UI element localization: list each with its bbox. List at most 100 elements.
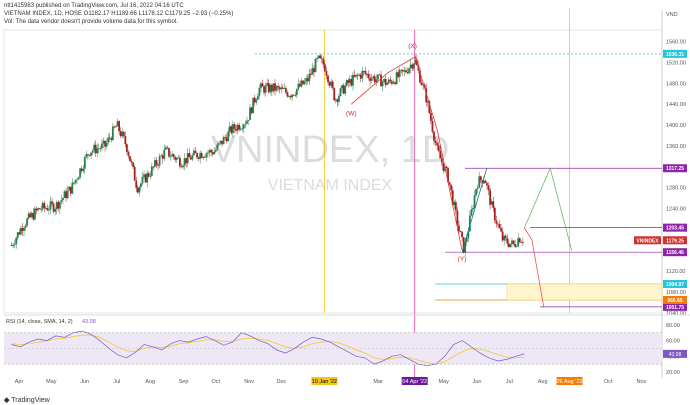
price-badge [663,236,687,245]
candle-body [236,124,239,131]
candle-body [34,208,36,220]
candle-body [135,180,138,188]
candle-body [138,186,141,193]
tradingview-icon: ◆ [4,397,10,404]
candle-body [456,210,459,226]
candle-body [286,92,289,97]
x-tick-label: Jul [506,379,513,385]
price-badge [663,223,687,232]
candle-body [517,238,520,247]
candle-body [157,165,159,166]
candle-body [177,157,180,159]
candle-body [122,131,125,137]
candle-body [297,83,300,89]
candle-body [150,166,153,176]
rsi-line [11,330,525,367]
projection-up [524,167,573,251]
candle-body [487,185,490,191]
candle-body [408,68,410,74]
candle-body [464,241,467,253]
candle-body [160,155,163,157]
candle-body [261,83,264,87]
candle-body [183,158,186,166]
candle-body [515,246,518,248]
candle-body [253,97,256,103]
price-badge-label: 1179.25 [666,238,684,244]
candle-body [482,180,485,184]
candle-body [174,156,177,160]
candle-body [40,209,43,210]
candle-body [264,85,267,93]
x-tick-label: Oct [604,379,613,385]
brand-label: TradingView [11,397,50,404]
y-tick-label: 1120.00 [666,269,685,275]
price-badge-label: 1156.46 [666,250,684,256]
candle-body [272,83,275,92]
y-tick-label: 1240.00 [666,207,686,213]
y-tick-label: 1480.00 [666,81,686,87]
candle-body [473,195,476,209]
candle-body [133,166,136,181]
candle-body [207,152,209,154]
candle-body [244,123,247,125]
candle-body [110,138,113,141]
candle-body [252,97,255,114]
candle-body [227,131,230,142]
candle-body [350,79,353,86]
candle-body [356,74,359,76]
candle-body [381,81,384,87]
candle-body [303,81,306,85]
price-badge [663,280,687,288]
candle-body [370,78,373,81]
candle-body [228,126,231,132]
candle-body [434,140,437,144]
candle-body [48,209,50,211]
rsi-y-tick: 60.00 [666,339,680,345]
candle-body [44,207,47,209]
candle-body [68,186,71,191]
candle-body [175,157,178,160]
candle-body [224,137,227,138]
candle-body [334,99,337,101]
candle-body [400,69,403,71]
candle-body [445,166,448,169]
x-tick-label: Apr [15,379,24,385]
candle-body [199,153,202,159]
candle-body [105,142,108,147]
candle-body [289,95,292,98]
candle-body [154,160,156,167]
candle-body [383,78,386,82]
candle-body [320,58,323,59]
price-badge-label: 1051.75 [666,305,684,311]
candle-body [521,242,524,244]
candle-body [403,70,406,72]
candle-body [214,149,217,152]
candle-body [439,151,442,159]
candle-body [101,143,103,149]
x-badge [401,377,428,385]
candle-body [472,208,474,210]
candle-body [216,144,219,150]
candle-body [369,77,371,81]
candle-body [454,202,457,211]
candle-body [362,70,365,72]
candle-body [288,95,290,97]
candle-body [66,190,69,199]
candle-body [450,184,453,191]
candle-body [250,107,253,114]
candle-body [352,74,354,86]
candle-body [419,70,421,83]
candle-body [299,83,301,87]
currency-label: VND [666,12,678,18]
candle-body [328,82,331,86]
candle-body [71,182,74,194]
candle-body [486,183,488,186]
tradingview-logo[interactable]: ◆ TradingView [4,396,50,404]
candle-body [143,174,145,177]
candle-body [285,88,287,93]
x-badge [556,377,583,385]
candle-body [281,87,284,89]
candle-body [397,72,400,77]
candle-body [43,202,46,208]
